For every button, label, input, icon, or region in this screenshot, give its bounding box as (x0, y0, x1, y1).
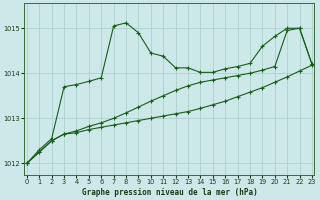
X-axis label: Graphe pression niveau de la mer (hPa): Graphe pression niveau de la mer (hPa) (82, 188, 257, 197)
